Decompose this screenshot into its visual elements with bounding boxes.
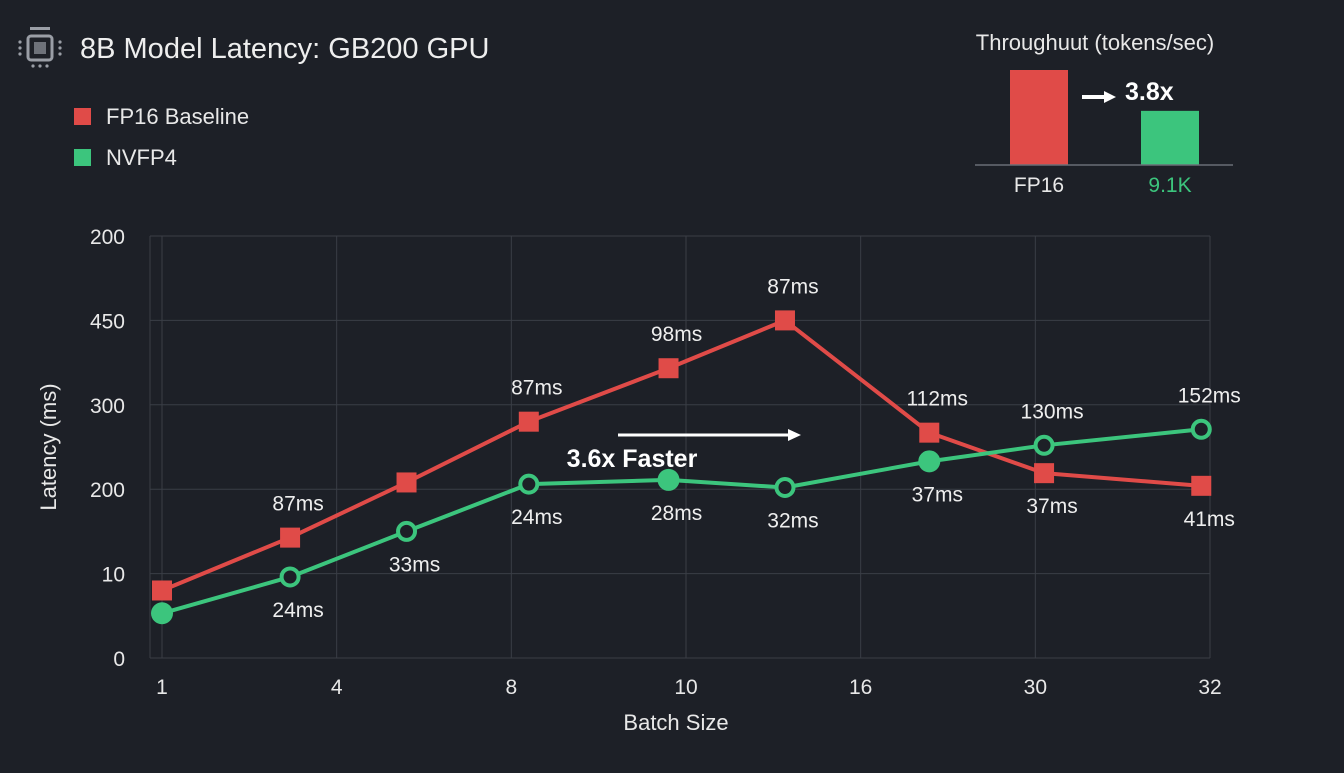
- grid: [149, 235, 1211, 659]
- data-label: 28ms: [651, 502, 702, 525]
- y-tick-label: 450: [90, 310, 125, 333]
- inset-bar-fp16: [1010, 70, 1068, 165]
- legend-label-fp16: FP16 Baseline: [106, 104, 249, 129]
- throughput-inset: Throughuut (tokens/sec) FP16 9.1K 3.8x: [975, 30, 1233, 197]
- data-point-nvfp4: [518, 473, 540, 495]
- data-point-nvfp4: [1033, 434, 1055, 456]
- y-axis-label: Latency (ms): [36, 383, 61, 510]
- data-point-nvfp4: [1190, 418, 1212, 440]
- series: 87ms 87ms 98ms 87ms 112ms 37ms 41ms 24ms 33ms 24m…: [151, 275, 1241, 625]
- x-axis: 1 4 8 10 16 30 32: [156, 676, 1222, 699]
- inset-speedup-label: 3.8x: [1125, 78, 1174, 106]
- x-tick-label: 30: [1024, 676, 1047, 699]
- speedup-label: 3.6x Faster: [567, 445, 698, 473]
- data-label: 24ms: [272, 599, 323, 622]
- x-tick-label: 16: [849, 676, 872, 699]
- speedup-annotation: 3.6x Faster: [567, 429, 801, 473]
- data-point-nvfp4: [918, 450, 941, 473]
- y-tick-label: 300: [90, 395, 125, 418]
- data-point-fp16: [1034, 463, 1055, 484]
- data-label: 33ms: [389, 553, 440, 576]
- data-label: 87ms: [272, 493, 323, 516]
- data-label: 152ms: [1178, 384, 1241, 407]
- data-point-nvfp4: [774, 477, 796, 499]
- data-point-fp16: [658, 358, 679, 379]
- data-label: 87ms: [511, 377, 562, 400]
- data-point-fp16: [518, 411, 539, 432]
- data-point-fp16: [280, 527, 301, 548]
- data-label: 37ms: [1026, 495, 1077, 518]
- arrow-head: [788, 429, 801, 441]
- data-label: 24ms: [511, 506, 562, 529]
- data-label: 37ms: [912, 483, 963, 506]
- data-point-fp16: [396, 472, 417, 493]
- arrow-head: [1104, 91, 1116, 103]
- data-point-fp16: [774, 310, 795, 331]
- data-point-nvfp4: [279, 566, 301, 588]
- x-tick-label: 8: [505, 676, 517, 699]
- data-point-nvfp4: [396, 520, 418, 542]
- data-label: 41ms: [1184, 508, 1235, 531]
- inset-label-fp16: FP16: [1014, 174, 1064, 197]
- data-point-fp16: [1191, 475, 1212, 496]
- x-tick-label: 4: [331, 676, 343, 699]
- data-label: 112ms: [907, 388, 968, 411]
- data-label: 32ms: [767, 510, 818, 533]
- x-tick-label: 1: [156, 676, 168, 699]
- y-tick-label: 200: [90, 479, 125, 502]
- data-label: 87ms: [767, 275, 818, 298]
- data-point-nvfp4: [657, 468, 680, 491]
- x-tick-label: 10: [674, 676, 697, 699]
- inset-title: Throughuut (tokens/sec): [976, 30, 1214, 55]
- y-tick-label: 10: [102, 564, 125, 587]
- gpu-chip-icon: [18, 27, 62, 68]
- inset-label-nvfp4: 9.1K: [1148, 174, 1191, 197]
- data-label: 130ms: [1021, 400, 1084, 423]
- x-tick-label: 32: [1198, 676, 1221, 699]
- legend-swatch-nvfp4: [74, 149, 91, 166]
- x-axis-label: Batch Size: [623, 710, 728, 735]
- data-point-fp16: [152, 580, 172, 601]
- data-point-fp16: [919, 422, 940, 443]
- page-title: 8B Model Latency: GB200 GPU: [80, 33, 489, 65]
- legend-swatch-fp16: [74, 108, 91, 125]
- y-tick-label: 200: [90, 226, 125, 249]
- data-label: 98ms: [651, 323, 702, 346]
- y-tick-label: 0: [113, 648, 125, 671]
- legend-label-nvfp4: NVFP4: [106, 145, 177, 170]
- data-point-nvfp4: [151, 602, 173, 625]
- y-axis: 0 10 200 300 450 200: [90, 226, 125, 671]
- legend: FP16 Baseline NVFP4: [74, 104, 249, 170]
- inset-bar-nvfp4: [1141, 110, 1199, 165]
